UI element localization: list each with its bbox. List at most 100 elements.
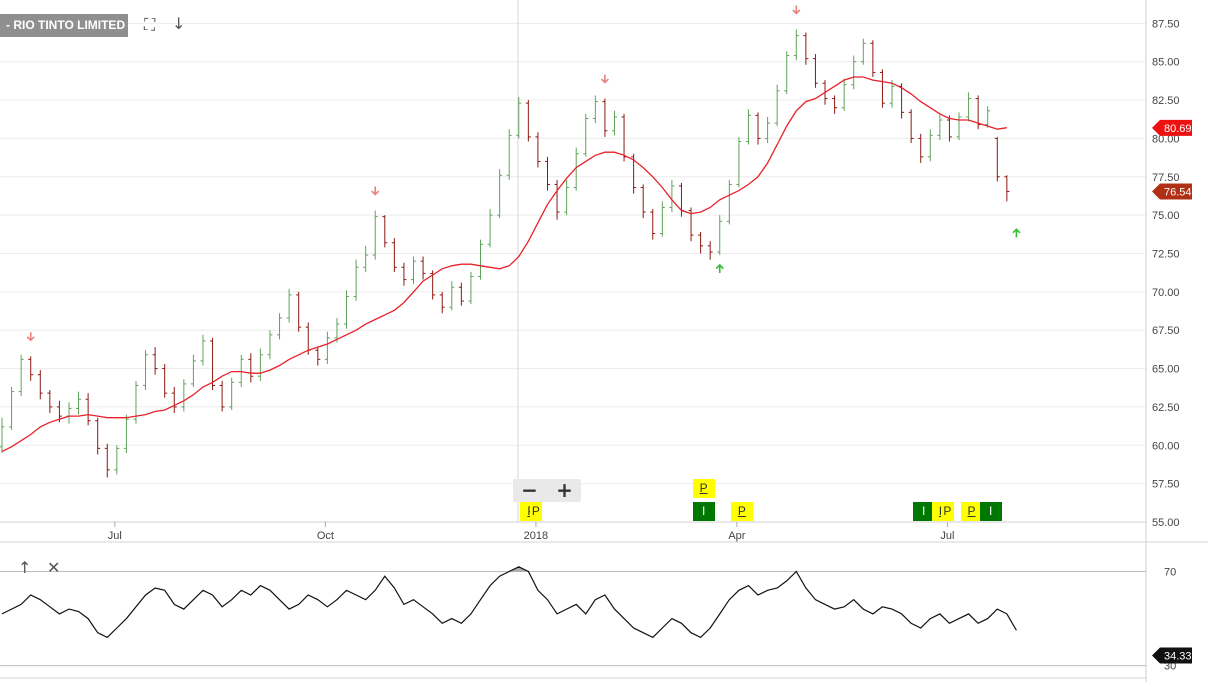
y-tick-label: 82.50 [1152, 95, 1180, 107]
ohlc-bar [736, 136, 742, 188]
x-tick-label: Jul [108, 530, 122, 542]
event-badge-price[interactable]: P [960, 502, 983, 521]
ohlc-bar [516, 96, 522, 139]
ohlc-bar [602, 98, 608, 137]
ohlc-bar [372, 210, 378, 260]
rsi-value-tag: 34.33 [1164, 650, 1192, 662]
ohlc-bar [784, 50, 790, 94]
ohlc-bar [334, 317, 340, 343]
arrow-up-icon[interactable]: ↑ [18, 558, 32, 577]
ohlc-bar [238, 354, 244, 387]
ohlc-bar [937, 113, 943, 140]
y-tick-label: 77.50 [1152, 172, 1180, 184]
ohlc-bar [812, 54, 818, 88]
ohlc-bar [37, 370, 43, 400]
last-price-tag-bg [1152, 183, 1192, 200]
ohlc-bar [860, 38, 866, 65]
ohlc-bar [755, 112, 761, 145]
ohlc-bar [726, 179, 732, 225]
ohlc-bar [946, 115, 952, 142]
event-badge-income[interactable]: I [979, 502, 1002, 521]
close-icon[interactable]: ✕ [47, 558, 61, 577]
ohlc-bar [879, 69, 885, 108]
ohlc-bar [171, 386, 177, 414]
ma-value-tag-bg [1152, 119, 1192, 136]
ohlc-bar [324, 331, 330, 364]
ohlc-bar [506, 129, 512, 180]
ohlc-bar [391, 238, 397, 272]
ohlc-bar [353, 259, 359, 302]
ohlc-bar [908, 109, 914, 144]
y-tick-label: 85.00 [1152, 57, 1180, 69]
x-tick-label: 2018 [524, 530, 548, 542]
expand-icon[interactable]: ⛶ [144, 15, 156, 34]
instrument-title-chip[interactable]: - RIO TINTO LIMITED [0, 14, 128, 37]
ohlc-bar [535, 132, 541, 168]
ohlc-bar [478, 239, 483, 280]
event-badge-price[interactable]: P [730, 502, 753, 521]
ohlc-bar [47, 390, 53, 414]
ohlc-bar [994, 136, 1000, 182]
ohlc-bar [420, 256, 426, 280]
ohlc-bar [210, 337, 216, 391]
sell-signal-arrow [600, 74, 609, 84]
ohlc-bar [439, 291, 445, 314]
event-badge-income[interactable]: I [912, 502, 935, 521]
rsi-tick-label: 70 [1164, 566, 1176, 578]
event-badge-price[interactable]: P [941, 502, 954, 521]
ohlc-bar [286, 288, 292, 323]
ohlc-bar [832, 95, 838, 114]
ohlc-bar [765, 116, 771, 144]
ohlc-bar [315, 347, 321, 366]
ohlc-bar [803, 32, 809, 65]
y-tick-label: 87.50 [1152, 18, 1180, 30]
ohlc-bar [966, 92, 972, 122]
ohlc-bar [985, 106, 991, 128]
ohlc-bar [363, 245, 369, 272]
rsi-tick-label: 30 [1164, 661, 1176, 673]
zoom-in-button[interactable]: + [556, 478, 573, 502]
ohlc-bar [1004, 175, 1010, 202]
ohlc-bar [123, 414, 129, 453]
rsi-value-tag-bg [1152, 647, 1192, 664]
ohlc-bar [133, 380, 139, 424]
ohlc-bar [143, 350, 149, 391]
ohlc-bar [200, 334, 206, 366]
ohlc-bar [573, 147, 579, 191]
ohlc-bar [544, 156, 550, 191]
arrow-down-icon[interactable]: ↓ [172, 14, 186, 33]
ohlc-bar [229, 377, 235, 410]
event-badge-price[interactable]: P [692, 479, 715, 498]
y-tick-label: 80.00 [1152, 133, 1180, 145]
ohlc-bar [277, 313, 283, 340]
zoom-out-button[interactable]: − [521, 478, 538, 502]
ohlc-bar [411, 256, 417, 285]
ohlc-bar [669, 179, 675, 213]
ohlc-bar [219, 380, 225, 412]
ohlc-bar [458, 282, 464, 306]
ohlc-bar [95, 417, 101, 455]
y-tick-label: 62.50 [1152, 402, 1180, 414]
ohlc-bar [114, 445, 120, 475]
ohlc-bar [650, 208, 656, 240]
ma-value-tag: 80.69 [1164, 123, 1192, 135]
x-tick-label: Jul [940, 530, 954, 542]
ohlc-bar [592, 95, 598, 124]
ohlc-bar [889, 80, 895, 108]
event-badge-income[interactable]: I [692, 502, 715, 521]
ohlc-bar [267, 330, 273, 360]
ohlc-bar [611, 110, 617, 136]
zoom-controls: − + [513, 479, 581, 502]
ohlc-bar [468, 271, 474, 305]
ohlc-bar [851, 55, 857, 90]
ohlc-bar [344, 290, 350, 329]
buy-signal-arrow [1012, 228, 1021, 238]
ohlc-bar [66, 402, 72, 424]
ohlc-bar [104, 443, 110, 478]
x-tick-label: Apr [728, 530, 745, 542]
event-badge-price[interactable]: P [529, 502, 542, 521]
ohlc-bar [401, 262, 407, 286]
ohlc-bar [487, 208, 493, 248]
ohlc-bar [28, 356, 34, 381]
ohlc-bar [841, 78, 847, 111]
